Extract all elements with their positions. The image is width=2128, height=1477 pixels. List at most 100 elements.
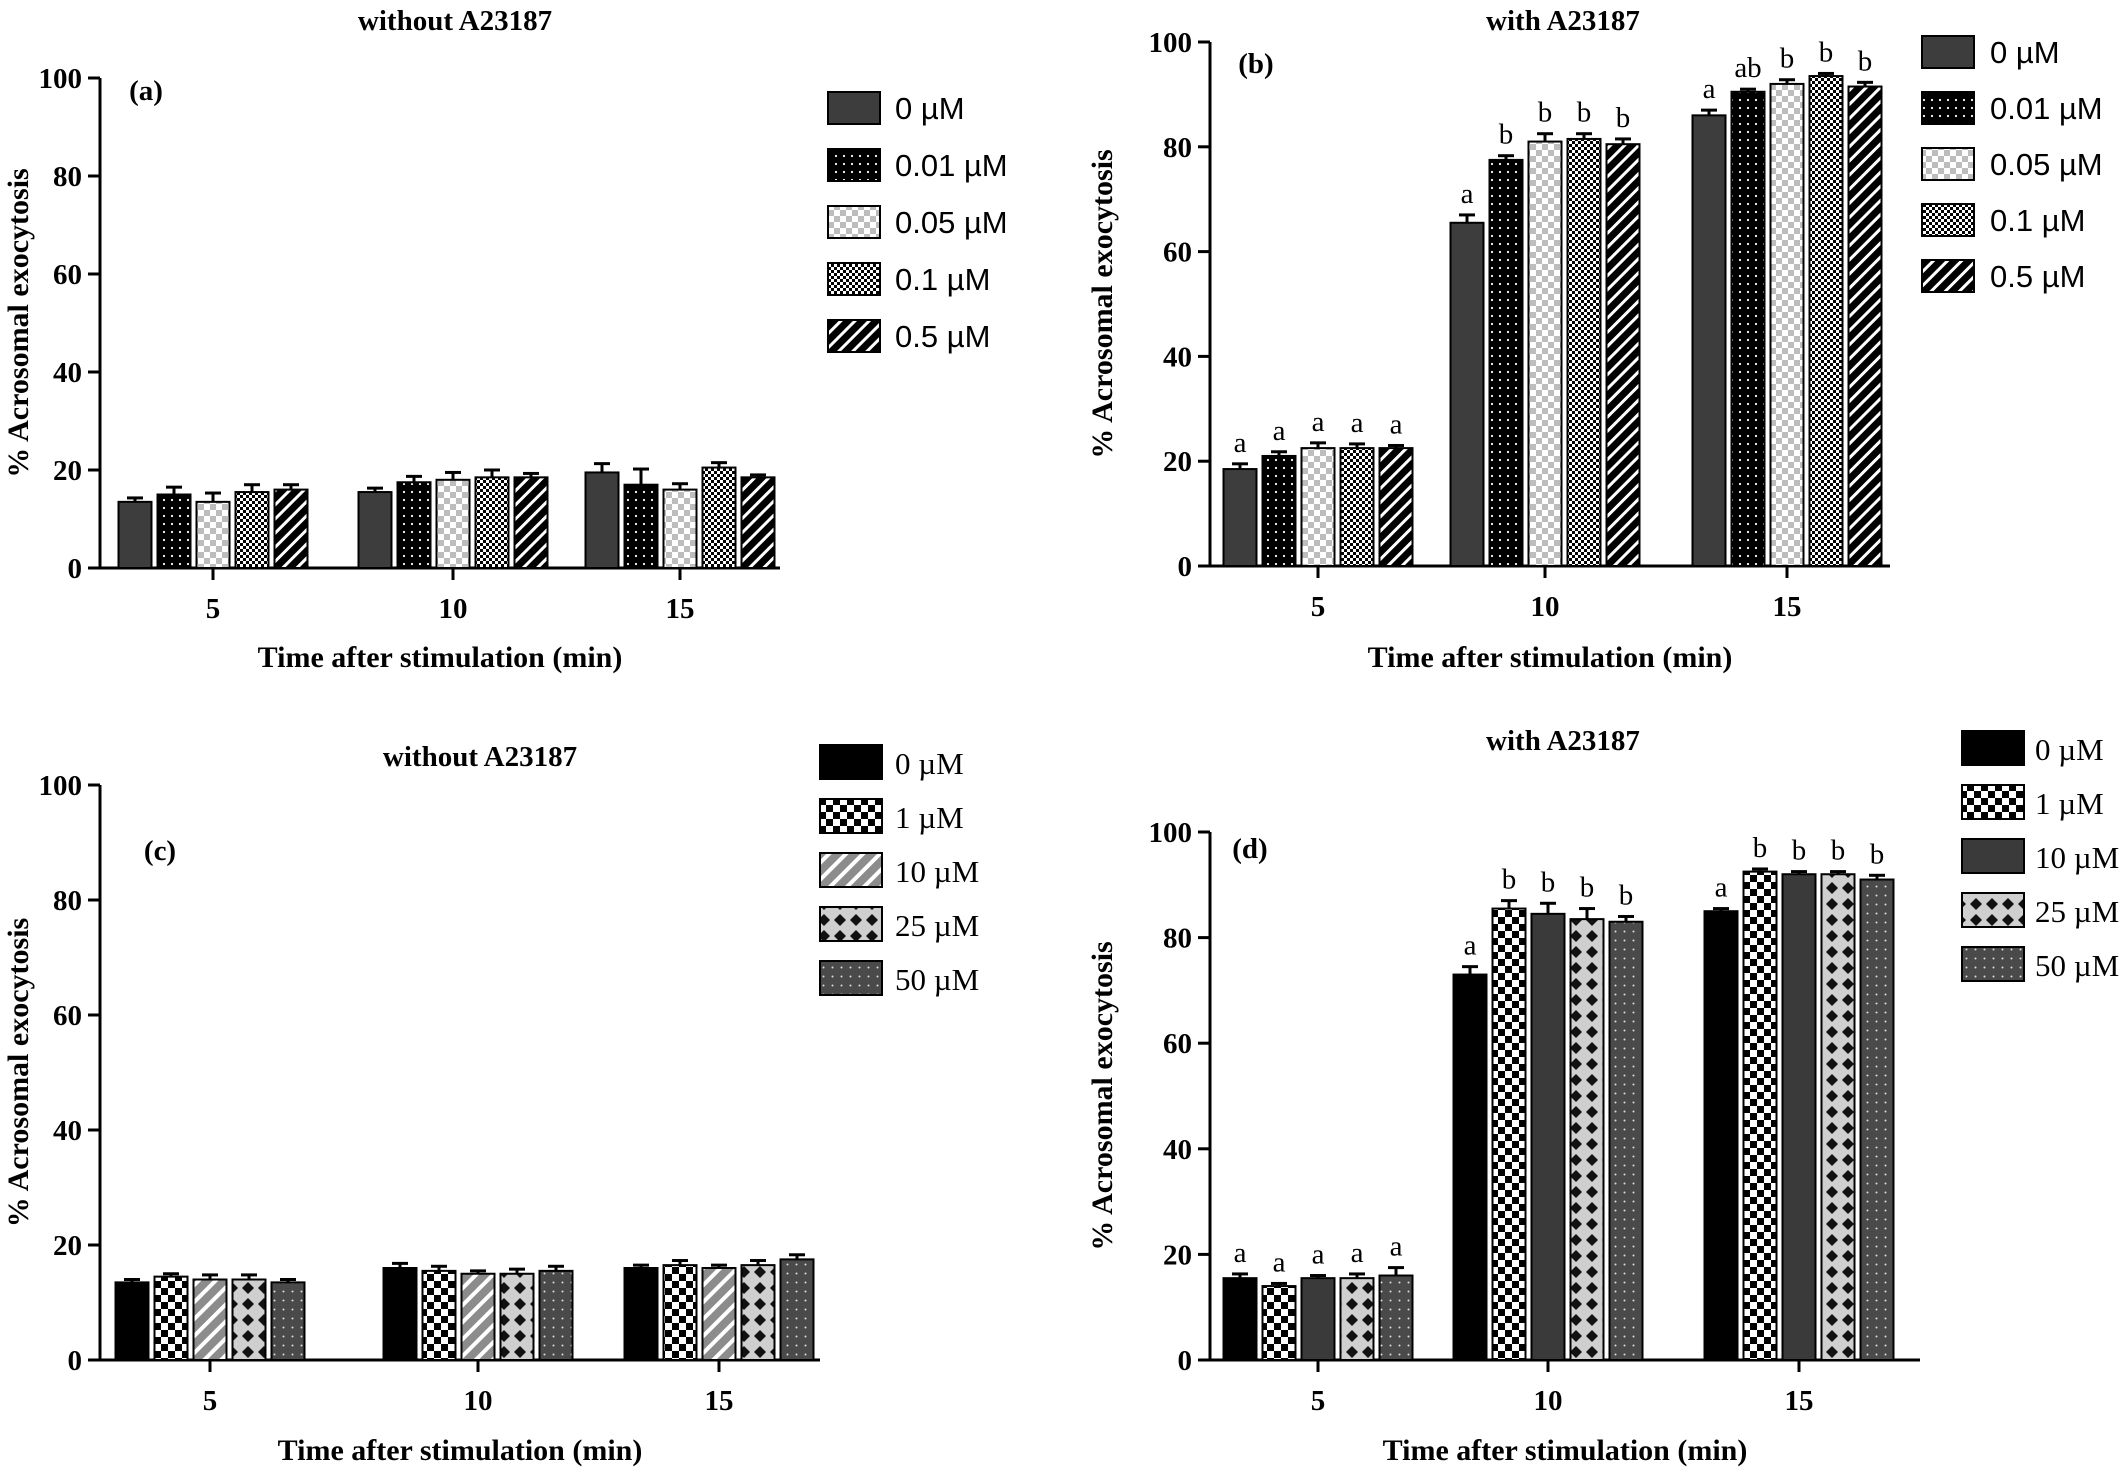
legend: 0 µM 1 µM 10 µM 25 µM 50 µM [1961,730,2119,983]
bar [117,500,153,570]
bar [234,491,270,569]
y-tick-label: 20 [1163,1239,1192,1271]
bar [1527,140,1563,567]
significance-label: a [1234,427,1247,459]
x-tick-label: 15 [705,1385,734,1417]
legend-label: 0.01 µM [895,148,1008,183]
legend-swatch [819,852,883,888]
panel-label: (a) [129,75,163,107]
bar [701,466,737,569]
y-tick-label: 20 [53,455,82,487]
bar [192,1278,228,1361]
bar [435,478,471,569]
bar [1781,873,1817,1361]
legend-label: 50 µM [2035,948,2119,983]
significance-label: b [1580,872,1595,904]
legend-swatch [1921,147,1975,181]
legend-label: 0.5 µM [895,319,990,354]
y-tick-label: 80 [1163,923,1192,955]
legend-swatch [1961,946,2025,982]
significance-label: a [1461,178,1474,210]
y-tick-label: 20 [53,1230,82,1262]
chart-title: without A23187 [383,741,577,773]
x-tick-label: 15 [1773,591,1802,623]
y-tick-label: 60 [1163,1028,1192,1060]
x-tick-label: 10 [439,593,468,625]
bar [584,471,620,570]
y-tick-label: 40 [53,357,82,389]
y-tick-label: 0 [1178,1345,1193,1377]
bar [1449,221,1485,567]
bar [396,481,432,569]
panel-label: (b) [1238,48,1273,80]
legend-label: 0.1 µM [895,262,990,297]
significance-label: b [1792,835,1807,867]
bar [1859,878,1895,1362]
legend-swatch [819,744,883,780]
bar [779,1258,815,1361]
chart-title: with A23187 [1486,725,1640,757]
chart-title: with A23187 [1486,5,1640,37]
significance-label: a [1715,872,1728,904]
significance-label: a [1390,1231,1403,1263]
x-axis-label: Time after stimulation (min) [1368,641,1733,674]
bar [1691,114,1727,568]
bar [1703,910,1739,1361]
bar [499,1272,535,1361]
chart-title: without A23187 [358,5,552,37]
y-axis-label: % Acrosomal exocytosis [1086,149,1119,458]
legend: 0 µM 0.01 µM 0.05 µM 0.1 µM 0.5 µM [827,91,1008,354]
bar [1820,873,1856,1361]
x-axis-label: Time after stimulation (min) [258,641,623,674]
panel-label: (c) [144,835,176,867]
y-tick-label: 100 [39,770,83,802]
y-tick-label: 100 [1149,27,1193,59]
significance-label: b [1541,866,1556,898]
significance-label: b [1577,97,1592,129]
bar [460,1272,496,1361]
significance-label: a [1464,930,1477,962]
legend-label: 1 µM [2035,786,2104,821]
legend-label: 0.1 µM [1990,203,2085,238]
legend-swatch [827,148,881,182]
significance-label: a [1351,1237,1364,1269]
y-tick-label: 60 [53,259,82,291]
bar [1452,973,1488,1361]
bar [740,476,776,570]
legend-swatch [1921,91,1975,125]
bar [1300,1277,1336,1362]
y-tick-label: 100 [1149,817,1193,849]
legend-label: 0 µM [895,91,965,126]
bar [153,1275,189,1361]
bar [1730,90,1766,567]
bar [474,476,510,570]
bar [1300,447,1336,568]
significance-label: a [1390,408,1403,440]
chart-panel-3: without A23187 (c) % Acrosomal exocytosis 0… [2,741,979,1467]
x-tick-label: 10 [1531,591,1560,623]
bar [114,1281,150,1361]
legend-label: 0.01 µM [1990,91,2103,126]
significance-label: b [1616,102,1631,134]
legend-label: 0 µM [895,746,964,781]
x-tick-label: 15 [1785,1385,1814,1417]
y-axis-label: % Acrosomal exocytosis [2,168,35,477]
significance-label: b [1780,43,1795,75]
bar [662,488,698,570]
significance-label: a [1273,1246,1286,1278]
bar [740,1264,776,1361]
legend-swatch [1961,784,2025,820]
y-axis-label: % Acrosomal exocytosis [1086,941,1119,1250]
y-tick-label: 40 [1163,341,1192,373]
bar [1847,85,1883,567]
bar [1608,920,1644,1361]
significance-label: a [1703,73,1716,105]
panel-label: (d) [1232,833,1267,865]
legend-label: 0 µM [2035,732,2104,767]
legend-label: 0.5 µM [1990,259,2085,294]
y-tick-label: 0 [1178,551,1193,583]
significance-label: ab [1734,52,1761,84]
y-tick-label: 40 [1163,1134,1192,1166]
legend-swatch [1961,892,2025,928]
bar [231,1278,267,1361]
